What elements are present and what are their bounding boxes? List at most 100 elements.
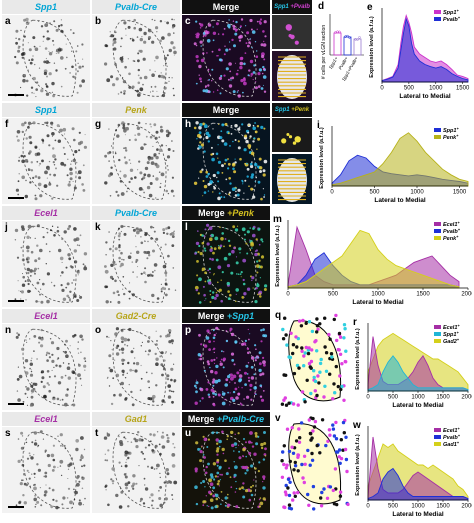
- cell: [163, 86, 167, 90]
- cell: [117, 194, 120, 197]
- scale-bar: [8, 197, 24, 199]
- cell: [203, 369, 206, 372]
- cell: [119, 442, 124, 447]
- cell: [263, 40, 265, 43]
- cell: [237, 444, 240, 446]
- cell: [164, 293, 168, 297]
- cell-marker: [332, 382, 336, 386]
- cell: [46, 454, 51, 458]
- cell: [227, 239, 231, 243]
- cell: [237, 90, 239, 92]
- cell: [15, 61, 19, 65]
- cell: [250, 398, 253, 401]
- cell: [128, 85, 132, 89]
- cell: [67, 253, 71, 257]
- region-outline: [202, 328, 257, 406]
- cell: [251, 247, 253, 249]
- cell: [168, 48, 172, 53]
- cell: [17, 398, 21, 402]
- panel-letter: o: [95, 325, 102, 336]
- cell: [214, 371, 218, 375]
- cell: [259, 166, 263, 170]
- cell-marker: [284, 493, 288, 497]
- cell: [61, 261, 63, 263]
- cell: [217, 475, 219, 478]
- cell: [166, 439, 170, 443]
- cell: [210, 146, 213, 149]
- cell: [235, 300, 237, 303]
- cell: [254, 344, 257, 347]
- cell: [197, 447, 201, 451]
- cell: [136, 36, 139, 38]
- panel-letter: g: [95, 119, 102, 130]
- cell: [243, 238, 246, 241]
- cell: [215, 292, 218, 294]
- cell: [219, 362, 223, 366]
- cell: [40, 328, 43, 332]
- x-tick-label: 1000: [410, 190, 424, 196]
- cell-marker: [323, 316, 327, 320]
- cell: [41, 159, 44, 163]
- cell: [47, 167, 50, 171]
- cell: [31, 393, 33, 395]
- cell: [204, 502, 206, 504]
- cell: [76, 45, 79, 47]
- cell: [125, 486, 128, 490]
- cell: [40, 89, 44, 93]
- cell: [37, 468, 42, 472]
- cell: [242, 282, 246, 286]
- cell: [128, 139, 131, 141]
- cell-marker: [293, 494, 297, 498]
- cell: [171, 140, 173, 142]
- cell: [164, 271, 168, 275]
- cell: [238, 39, 242, 42]
- cell: [61, 503, 64, 506]
- cell-marker: [319, 496, 323, 500]
- cell: [224, 45, 226, 47]
- cell: [262, 481, 264, 483]
- cell: [152, 135, 156, 138]
- x-tick-label: 2000: [461, 292, 472, 298]
- cell: [234, 124, 238, 128]
- cell: [247, 351, 250, 355]
- cell-marker: [298, 436, 302, 440]
- cell: [76, 70, 79, 73]
- panel-t-title: Gad1: [124, 414, 148, 424]
- cell: [214, 379, 219, 384]
- cell: [213, 274, 215, 276]
- cell: [49, 62, 51, 64]
- cell: [199, 170, 203, 174]
- cell: [213, 186, 216, 190]
- cell: [39, 45, 41, 47]
- cell: [111, 467, 115, 471]
- cell: [158, 489, 160, 492]
- cell: [262, 75, 267, 79]
- cell: [120, 192, 125, 196]
- cell: [232, 24, 236, 28]
- cell-marker: [344, 435, 348, 439]
- panel-u-title: Merge: [187, 414, 215, 424]
- cell: [234, 340, 238, 344]
- cell: [170, 41, 174, 45]
- cell: [166, 378, 170, 381]
- cell: [53, 234, 56, 237]
- cell-marker: [324, 443, 328, 448]
- cell: [217, 265, 222, 270]
- data-point: [348, 36, 351, 39]
- cell: [123, 473, 127, 476]
- cell: [144, 267, 147, 270]
- cell: [68, 296, 70, 299]
- cell: [260, 340, 263, 343]
- cell: [45, 484, 47, 486]
- cell: [43, 184, 48, 188]
- cell: [218, 245, 220, 247]
- cell: [48, 487, 51, 490]
- cell: [164, 21, 166, 23]
- cell: [33, 383, 36, 385]
- cell: [83, 266, 88, 271]
- cell: [160, 288, 163, 290]
- cell: [128, 159, 131, 161]
- cell: [285, 24, 292, 31]
- cell: [209, 301, 212, 303]
- cell: [222, 452, 225, 455]
